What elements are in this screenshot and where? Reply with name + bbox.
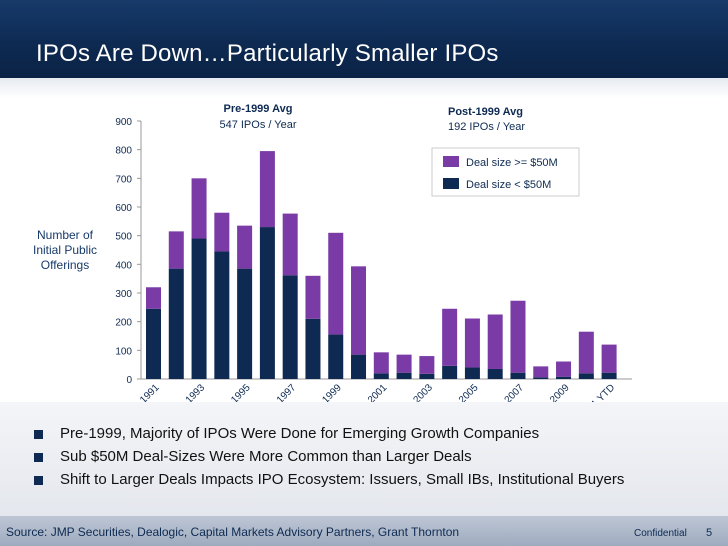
header-band	[0, 78, 728, 98]
bullet-square-icon	[34, 476, 43, 485]
bar-small-deal	[464, 367, 480, 379]
bar-small-deal	[168, 268, 184, 379]
x-tick-label: 1995	[229, 382, 253, 402]
y-tick-label: 0	[126, 375, 132, 386]
bar-large-deal	[168, 231, 184, 269]
y-tick-label: 400	[115, 260, 132, 271]
confidential-label: Confidential	[634, 528, 687, 539]
legend-label-small: Deal size < $50M	[466, 179, 551, 191]
page-number: 5	[706, 527, 713, 539]
bullet-square-icon	[34, 453, 43, 462]
bar-small-deal	[419, 373, 435, 379]
x-tick-label: 1993	[184, 382, 208, 402]
bar-small-deal	[305, 318, 321, 379]
bar-small-deal	[601, 372, 617, 379]
legend-swatch-large	[443, 156, 459, 167]
bar-large-deal	[419, 356, 435, 374]
bullet-item: Shift to Larger Deals Impacts IPO Ecosys…	[34, 470, 624, 493]
bar-small-deal	[442, 365, 458, 379]
bar-large-deal	[214, 212, 230, 252]
bar-small-deal	[510, 372, 526, 379]
bar-small-deal	[191, 238, 207, 379]
y-tick-label: 600	[115, 203, 132, 214]
pre-avg-title: Pre-1999 Avg	[224, 103, 293, 115]
bar-large-deal	[351, 266, 367, 355]
bar-small-deal	[328, 334, 344, 379]
bar-large-deal	[510, 300, 526, 373]
bullet-text: Shift to Larger Deals Impacts IPO Ecosys…	[60, 471, 625, 488]
legend: Deal size >= $50M Deal size < $50M	[431, 147, 580, 197]
bar-small-deal	[487, 368, 503, 379]
legend-swatch-small	[443, 178, 459, 189]
bar-large-deal	[237, 225, 253, 269]
bullet-text: Sub $50M Deal-Sizes Were More Common tha…	[60, 448, 472, 465]
bar-large-deal	[556, 361, 572, 377]
bar-large-deal	[442, 308, 458, 366]
bar-large-deal	[373, 352, 389, 374]
post-avg-title: Post-1999 Avg	[448, 106, 523, 118]
bar-large-deal	[146, 287, 161, 309]
bar-large-deal	[328, 232, 344, 335]
x-tick-label: 2011 YTD	[578, 382, 617, 402]
bar-small-deal	[259, 227, 275, 379]
x-tick-label: 1999	[320, 382, 344, 402]
bar-small-deal	[146, 308, 161, 379]
source-note: Source: JMP Securities, Dealogic, Capita…	[6, 525, 460, 539]
bar-large-deal	[601, 344, 617, 373]
x-tick-label: 1991	[138, 382, 162, 402]
bar-large-deal	[578, 331, 594, 374]
y-tick-label: 900	[115, 117, 132, 128]
x-tick-label: 2003	[411, 382, 435, 402]
bar-small-deal	[214, 251, 230, 379]
bar-small-deal	[578, 373, 594, 379]
legend-label-large: Deal size >= $50M	[466, 157, 558, 169]
bullet-panel	[0, 402, 728, 516]
bar-large-deal	[191, 178, 207, 239]
bar-large-deal	[464, 318, 480, 368]
bar-small-deal	[533, 377, 549, 379]
pre-avg-value: 547 IPOs / Year	[219, 119, 296, 131]
bar-small-deal	[237, 268, 253, 379]
ipo-bar-chart: 0 100 200 300 400 500 600 700 800 900 1991 1993 199…	[115, 103, 632, 402]
y-tick-label: 500	[115, 232, 132, 243]
x-tick-label: 2009	[548, 382, 572, 402]
bullet-item: Pre-1999, Majority of IPOs Were Done for…	[34, 424, 624, 447]
x-tick-label: 2001	[366, 382, 390, 402]
bar-large-deal	[282, 213, 298, 276]
y-tick-label: 800	[115, 146, 132, 157]
slide-title: IPOs Are Down…Particularly Smaller IPOs	[36, 40, 499, 67]
footer-bar	[0, 516, 728, 546]
x-tick-label: 1997	[275, 382, 299, 402]
bar-small-deal	[282, 275, 298, 379]
bar-small-deal	[396, 372, 412, 379]
bullet-item: Sub $50M Deal-Sizes Were More Common tha…	[34, 447, 624, 470]
y-tick-label: 700	[115, 174, 132, 185]
y-axis-title: Number of Initial Public Offerings	[32, 228, 98, 272]
y-tick-label: 300	[115, 289, 132, 300]
x-tick-label: 2007	[503, 382, 527, 402]
bullet-square-icon	[34, 430, 43, 439]
bar-small-deal	[373, 373, 389, 379]
bar-small-deal	[556, 376, 572, 379]
bar-large-deal	[487, 314, 503, 369]
header-bar	[0, 0, 728, 80]
bar-large-deal	[396, 354, 412, 373]
bullet-text: Pre-1999, Majority of IPOs Were Done for…	[60, 425, 540, 442]
y-tick-label: 100	[115, 346, 132, 357]
bar-small-deal	[351, 354, 367, 379]
y-tick-label: 200	[115, 318, 132, 329]
bullet-list: Pre-1999, Majority of IPOs Were Done for…	[34, 424, 624, 493]
post-avg-value: 192 IPOs / Year	[448, 121, 525, 133]
bar-large-deal	[305, 275, 321, 319]
x-tick-label: 2005	[457, 382, 481, 402]
bar-large-deal	[533, 366, 549, 378]
bar-large-deal	[259, 151, 275, 228]
